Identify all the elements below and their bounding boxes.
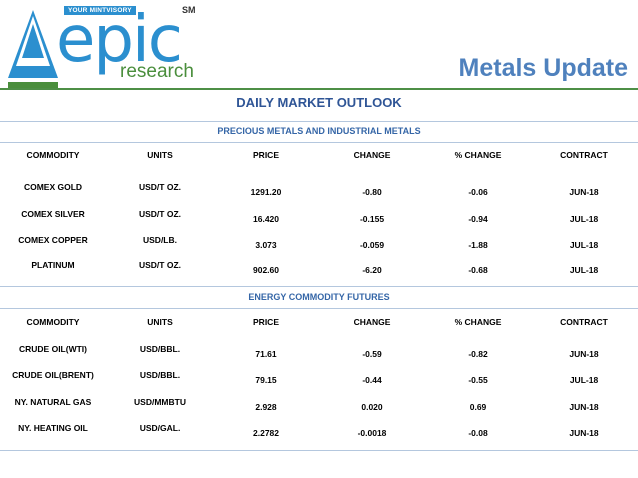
column-header-units: UNITS bbox=[147, 317, 173, 327]
column-header-pct-change: % CHANGE bbox=[454, 150, 502, 160]
table-cell-pct-change: -1.88 bbox=[468, 240, 488, 250]
table-cell-price: 71.61 bbox=[255, 349, 277, 359]
table-cell-commodity: CRUDE OIL(BRENT) bbox=[12, 370, 94, 380]
table-cell-change: -0.59 bbox=[362, 349, 382, 359]
table-cell-units: USD/T OZ. bbox=[138, 260, 182, 270]
column-header-contract: CONTRACT bbox=[560, 317, 608, 327]
table-cell-contract: JUN-18 bbox=[569, 428, 599, 438]
logo-service-mark: SM bbox=[182, 5, 196, 15]
table-cell-contract: JUN-18 bbox=[569, 349, 599, 359]
column-header-change: CHANGE bbox=[353, 150, 391, 160]
table-cell-pct-change: -0.06 bbox=[468, 187, 488, 197]
column-header-commodity: COMMODITY bbox=[26, 317, 80, 327]
column-header-change: CHANGE bbox=[353, 317, 391, 327]
table-cell-commodity: CRUDE OIL(WTI) bbox=[19, 344, 87, 354]
table-cell-contract: JUL-18 bbox=[569, 240, 599, 250]
logo-wordmark: epic bbox=[56, 3, 183, 77]
table-cell-units: USD/GAL. bbox=[139, 423, 181, 433]
table-cell-pct-change: 0.69 bbox=[469, 402, 487, 412]
table-cell-commodity: NY. HEATING OIL bbox=[18, 423, 88, 433]
header-divider bbox=[0, 88, 638, 90]
table-cell-change: -0.059 bbox=[359, 240, 385, 250]
table-cell-price: 1291.20 bbox=[250, 187, 282, 197]
table-cell-price: 902.60 bbox=[253, 265, 279, 275]
divider bbox=[0, 286, 638, 287]
table-cell-contract: JUL-18 bbox=[569, 214, 599, 224]
table-cell-pct-change: -0.82 bbox=[468, 349, 488, 359]
column-header-units: UNITS bbox=[147, 150, 173, 160]
table-cell-units: USD/MMBTU bbox=[134, 397, 186, 407]
table-cell-contract: JUL-18 bbox=[569, 265, 599, 275]
divider bbox=[0, 121, 638, 122]
table-cell-pct-change: -0.55 bbox=[468, 375, 488, 385]
energy-section-title: ENERGY COMMODITY FUTURES bbox=[248, 292, 390, 302]
table-cell-pct-change: -0.68 bbox=[468, 265, 488, 275]
divider bbox=[0, 142, 638, 143]
table-cell-commodity: COMEX SILVER bbox=[21, 209, 85, 219]
column-header-contract: CONTRACT bbox=[560, 150, 608, 160]
divider bbox=[0, 450, 638, 451]
table-cell-price: 2.928 bbox=[255, 402, 277, 412]
page-title: Metals Update bbox=[458, 54, 628, 82]
divider bbox=[0, 308, 638, 309]
column-header-price: PRICE bbox=[253, 317, 279, 327]
table-cell-change: -0.0018 bbox=[357, 428, 387, 438]
table-cell-units: USD/BBL. bbox=[139, 344, 181, 354]
table-cell-pct-change: -0.08 bbox=[468, 428, 488, 438]
table-cell-change: -6.20 bbox=[362, 265, 382, 275]
table-cell-price: 16.420 bbox=[253, 214, 279, 224]
outlook-title: DAILY MARKET OUTLOOK bbox=[236, 95, 402, 110]
table-cell-change: -0.155 bbox=[359, 214, 385, 224]
precious-section-title: PRECIOUS METALS AND INDUSTRIAL METALS bbox=[217, 126, 421, 136]
table-cell-units: USD/BBL. bbox=[139, 370, 181, 380]
logo-tagline: YOUR MINTVISORY bbox=[64, 6, 136, 15]
table-cell-units: USD/T OZ. bbox=[138, 182, 182, 192]
table-cell-contract: JUN-18 bbox=[569, 402, 599, 412]
table-cell-contract: JUL-18 bbox=[569, 375, 599, 385]
table-cell-units: USD/T OZ. bbox=[138, 209, 182, 219]
column-header-pct-change: % CHANGE bbox=[454, 317, 502, 327]
table-cell-commodity: NY. NATURAL GAS bbox=[14, 397, 92, 407]
logo-subtitle: research bbox=[120, 61, 194, 82]
column-header-price: PRICE bbox=[253, 150, 279, 160]
table-cell-units: USD/LB. bbox=[143, 235, 177, 245]
table-cell-change: 0.020 bbox=[361, 402, 383, 412]
column-header-commodity: COMMODITY bbox=[26, 150, 80, 160]
table-cell-commodity: COMEX GOLD bbox=[23, 182, 83, 192]
table-cell-price: 2.2782 bbox=[253, 428, 279, 438]
table-cell-price: 3.073 bbox=[255, 240, 277, 250]
table-cell-commodity: COMEX COPPER bbox=[18, 235, 88, 245]
table-cell-commodity: PLATINUM bbox=[31, 260, 75, 270]
table-cell-contract: JUN-18 bbox=[569, 187, 599, 197]
table-cell-price: 79.15 bbox=[255, 375, 277, 385]
table-cell-pct-change: -0.94 bbox=[468, 214, 488, 224]
epic-research-logo: YOUR MINTVISORY SM epic research bbox=[6, 3, 196, 88]
table-cell-change: -0.44 bbox=[362, 375, 382, 385]
logo-emblem-icon bbox=[8, 10, 58, 88]
table-cell-change: -0.80 bbox=[362, 187, 382, 197]
